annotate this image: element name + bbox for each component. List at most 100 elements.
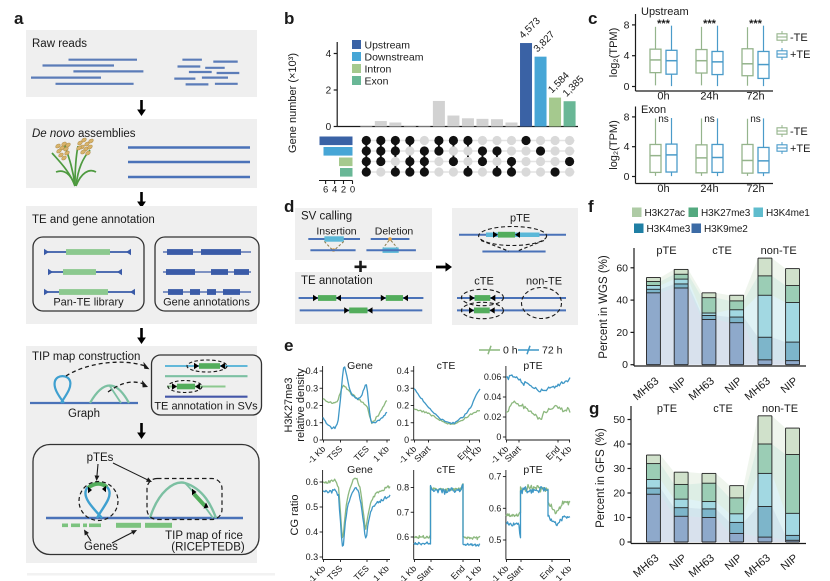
svg-text:pTE: pTE [657,403,677,415]
svg-text:0.02: 0.02 [484,412,502,422]
svg-text:log₂(TPM): log₂(TPM) [608,28,620,78]
svg-text:H3K27me3: H3K27me3 [701,208,751,219]
svg-text:relative density: relative density [295,368,307,442]
svg-text:30: 30 [613,463,625,475]
svg-text:60: 60 [616,262,628,274]
svg-text:Gene: Gene [347,360,373,372]
svg-text:24h: 24h [700,91,718,103]
svg-text:40: 40 [616,295,628,307]
svg-text:4: 4 [326,49,332,60]
svg-text:50: 50 [613,414,625,426]
svg-text:(RICEPTEDB): (RICEPTEDB) [171,542,245,554]
svg-text:0.1: 0.1 [306,418,319,428]
svg-text:72h: 72h [746,91,764,103]
svg-text:40: 40 [613,439,625,451]
svg-text:H3K4me1: H3K4me1 [766,208,810,219]
svg-text:8: 8 [624,19,630,31]
svg-text:72h: 72h [746,183,764,195]
svg-text:c: c [588,9,597,28]
svg-text:De novo assemblies: De novo assemblies [32,128,136,140]
svg-text:pTE: pTE [523,360,542,372]
svg-text:TIP map construction: TIP map construction [32,351,140,363]
svg-text:0 h: 0 h [503,345,518,357]
svg-text:e: e [284,336,293,355]
svg-text:H3K4me3: H3K4me3 [647,224,691,235]
svg-text:H3K9me2: H3K9me2 [704,224,748,235]
svg-text:0.6: 0.6 [397,532,410,542]
svg-text:0.7: 0.7 [397,507,410,517]
svg-text:0h: 0h [657,183,669,195]
svg-text:Gene: Gene [347,464,373,476]
svg-text:8: 8 [624,111,630,123]
svg-text:4: 4 [624,141,630,153]
svg-text:0.7: 0.7 [489,472,502,482]
svg-text:-TE: -TE [790,126,808,138]
svg-text:***: *** [657,18,671,30]
svg-text:Exon: Exon [641,104,666,116]
svg-text:4: 4 [624,50,630,62]
svg-text:log₂(TPM): log₂(TPM) [608,120,620,170]
svg-text:H3K27me3: H3K27me3 [283,377,295,432]
svg-text:+TE: +TE [790,49,810,61]
svg-text:ns: ns [704,114,715,125]
svg-text:b: b [284,9,294,28]
svg-text:0: 0 [624,81,630,93]
svg-text:0.1: 0.1 [397,418,410,428]
svg-text:0.06: 0.06 [484,372,502,382]
svg-text:Upstream: Upstream [641,6,689,18]
svg-text:Genes: Genes [84,541,118,553]
svg-text:0: 0 [622,359,628,371]
svg-text:Deletion: Deletion [375,226,414,238]
svg-text:0.6: 0.6 [489,503,502,513]
svg-text:non-TE: non-TE [761,245,797,257]
svg-text:0.6: 0.6 [306,477,319,487]
svg-text:0: 0 [350,185,355,196]
svg-text:***: *** [749,18,763,30]
svg-text:ns: ns [658,114,669,125]
svg-text:TIP map of rice: TIP map of rice [165,530,243,542]
svg-text:cTE: cTE [713,403,733,415]
svg-text:-TE: -TE [790,32,808,44]
svg-text:ns: ns [750,114,761,125]
svg-text:0.2: 0.2 [306,401,319,411]
svg-text:0.5: 0.5 [306,502,319,512]
svg-text:pTE: pTE [656,245,676,257]
svg-text:cTE: cTE [712,245,732,257]
svg-text:g: g [589,399,599,418]
svg-text:cTE: cTE [437,360,456,372]
svg-text:a: a [14,9,24,28]
svg-text:2: 2 [341,185,346,196]
svg-text:pTE: pTE [510,213,530,225]
svg-text:cTE: cTE [437,464,456,476]
svg-text:0: 0 [313,435,318,445]
svg-text:72 h: 72 h [542,345,563,357]
svg-text:0.3: 0.3 [397,383,410,393]
svg-text:Graph: Graph [68,408,100,420]
svg-text:10: 10 [613,512,625,524]
svg-text:Downstream: Downstream [365,51,424,63]
svg-text:0.3: 0.3 [306,383,319,393]
svg-text:TE and gene annotation: TE and gene annotation [32,214,155,226]
svg-text:Intron: Intron [365,63,392,75]
svg-text:Upstream: Upstream [365,39,411,51]
svg-text:f: f [588,197,594,216]
svg-text:TE annotation in SVs: TE annotation in SVs [154,401,258,413]
svg-text:6: 6 [323,185,328,196]
svg-text:0.8: 0.8 [397,483,410,493]
svg-text:Percent in WGS (%): Percent in WGS (%) [598,255,610,359]
svg-text:Gene annotations: Gene annotations [163,297,250,309]
svg-text:0.3: 0.3 [306,552,319,562]
svg-text:Pan-TE library: Pan-TE library [53,297,124,309]
svg-text:0.4: 0.4 [306,366,319,376]
svg-text:0: 0 [619,537,625,549]
svg-text:+TE: +TE [790,143,810,155]
svg-text:non-TE: non-TE [762,403,798,415]
svg-text:0: 0 [624,171,630,183]
svg-text:2: 2 [326,86,332,97]
svg-text:Raw reads: Raw reads [32,38,87,50]
svg-text:4: 4 [332,185,337,196]
svg-text:0.04: 0.04 [484,392,502,402]
svg-text:0.2: 0.2 [397,401,410,411]
svg-text:H3K27ac: H3K27ac [645,208,686,219]
svg-text:SV calling: SV calling [301,211,352,223]
